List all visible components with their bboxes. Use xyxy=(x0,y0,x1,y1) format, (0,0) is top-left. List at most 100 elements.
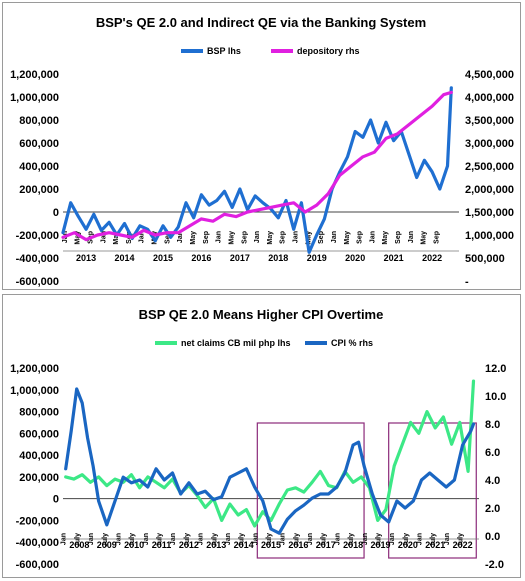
left-axis-tick: 0 xyxy=(53,207,59,219)
month-tick-label: July xyxy=(375,533,382,547)
right-axis-tick: 3,500,000 xyxy=(465,115,514,127)
left-axis-tick: 1,200,000 xyxy=(10,69,59,81)
month-tick-label: May xyxy=(190,231,197,245)
right-axis-tick: - xyxy=(465,276,469,288)
right-axis-tick: 4,500,000 xyxy=(465,69,514,81)
month-tick-label: Jan xyxy=(408,231,415,243)
left-axis-tick: 1,200,000 xyxy=(10,363,59,375)
year-tick-label: 2009 xyxy=(97,540,117,550)
year-tick-label: 2020 xyxy=(398,540,418,550)
left-axis-tick: 200,000 xyxy=(19,184,59,196)
year-tick-label: 2015 xyxy=(153,253,173,263)
year-tick-label: 2019 xyxy=(307,253,327,263)
month-tick-label: Jan xyxy=(254,231,261,243)
left-axis-tick: 400,000 xyxy=(19,450,59,462)
year-tick-label: 2019 xyxy=(370,540,390,550)
series-line-2 xyxy=(61,90,453,242)
right-axis-tick: 2,000,000 xyxy=(465,184,514,196)
month-tick-label: Sep xyxy=(280,231,287,244)
chart-panel-bottom: BSP QE 2.0 Means Higher CPI Overtime 1,20… xyxy=(2,294,521,578)
right-axis-tick: 12.0 xyxy=(485,363,506,375)
year-tick-label: 2016 xyxy=(288,540,308,550)
month-tick-label: Sep xyxy=(164,231,171,244)
series-line-1 xyxy=(64,379,476,528)
chart-title: BSP's QE 2.0 and Indirect QE via the Ban… xyxy=(96,15,426,30)
right-axis-tick: 1,000,000 xyxy=(465,230,514,242)
month-tick-label: July xyxy=(321,533,328,547)
month-tick-label: May xyxy=(305,231,312,245)
month-tick-label: May xyxy=(382,231,389,245)
left-axis-tick: 800,000 xyxy=(19,115,59,127)
left-axis-tick: 0 xyxy=(53,494,59,506)
month-tick-label: July xyxy=(184,533,191,547)
legend-label: depository rhs xyxy=(297,46,360,56)
month-tick-label: July xyxy=(403,533,410,547)
right-axis-tick: 3,000,000 xyxy=(465,138,514,150)
left-axis-tick: -400,000 xyxy=(16,537,59,549)
right-axis-tick: 10.0 xyxy=(485,391,506,403)
month-tick-label: July xyxy=(157,533,164,547)
month-tick-label: July xyxy=(293,533,300,547)
month-tick-label: Sep xyxy=(433,231,440,244)
month-tick-label: July xyxy=(348,533,355,547)
left-axis-tick: 600,000 xyxy=(19,428,59,440)
year-tick-label: 2012 xyxy=(179,540,199,550)
month-tick-label: Sep xyxy=(357,231,364,244)
left-axis-tick: 1,000,000 xyxy=(10,92,59,104)
right-axis-tick: 500,000 xyxy=(465,253,505,265)
month-tick-label: Jan xyxy=(369,231,376,243)
year-tick-label: 2017 xyxy=(316,540,336,550)
legend-label: CPI % rhs xyxy=(331,338,373,348)
chart-panel-top: BSP's QE 2.0 and Indirect QE via the Ban… xyxy=(2,2,521,290)
left-axis-tick: 1,000,000 xyxy=(10,385,59,397)
year-tick-label: 2017 xyxy=(230,253,250,263)
month-tick-label: May xyxy=(421,231,428,245)
right-axis-tick: 1,500,000 xyxy=(465,207,514,219)
month-tick-label: Jan xyxy=(177,231,184,243)
right-axis-tick: 4,000,000 xyxy=(465,92,514,104)
month-tick-label: July xyxy=(102,533,109,547)
month-tick-label: July xyxy=(458,533,465,547)
month-tick-label: Sep xyxy=(241,231,248,244)
right-axis-tick: 8.0 xyxy=(485,419,500,431)
month-tick-label: Jan xyxy=(331,231,338,243)
legend-label: BSP lhs xyxy=(207,46,241,56)
right-axis-tick: 2,500,000 xyxy=(465,161,514,173)
year-tick-label: 2021 xyxy=(425,540,445,550)
left-axis-tick: 800,000 xyxy=(19,407,59,419)
year-tick-label: 2022 xyxy=(453,540,473,550)
year-tick-label: 2020 xyxy=(345,253,365,263)
year-tick-label: 2013 xyxy=(76,253,96,263)
month-tick-label: July xyxy=(266,533,273,547)
right-axis-tick: -2.0 xyxy=(485,559,504,571)
month-tick-label: July xyxy=(74,533,81,547)
left-axis-tick: 400,000 xyxy=(19,161,59,173)
right-axis-tick: 2.0 xyxy=(485,503,500,515)
series-line-2 xyxy=(64,387,476,535)
month-tick-label: May xyxy=(113,231,120,245)
left-axis-tick: -400,000 xyxy=(16,253,59,265)
month-tick-label: July xyxy=(211,533,218,547)
year-tick-label: 2010 xyxy=(124,540,144,550)
series-line-1 xyxy=(61,86,453,254)
left-axis-tick: -600,000 xyxy=(16,559,59,571)
right-axis-tick: 6.0 xyxy=(485,447,500,459)
month-tick-label: Jan xyxy=(293,231,300,243)
qe-chart: BSP's QE 2.0 and Indirect QE via the Ban… xyxy=(10,15,514,288)
month-tick-label: July xyxy=(129,533,136,547)
month-tick-label: May xyxy=(75,231,82,245)
year-tick-label: 2021 xyxy=(384,253,404,263)
left-axis-tick: -600,000 xyxy=(16,276,59,288)
right-axis-tick: 4.0 xyxy=(485,475,500,487)
month-tick-label: Sep xyxy=(318,231,325,244)
month-tick-label: July xyxy=(239,533,246,547)
year-tick-label: 2008 xyxy=(69,540,89,550)
year-tick-label: 2011 xyxy=(152,540,172,550)
year-tick-label: 2014 xyxy=(114,253,134,263)
month-tick-label: May xyxy=(267,231,274,245)
month-tick-label: Sep xyxy=(395,231,402,244)
left-axis-tick: 200,000 xyxy=(19,472,59,484)
cpi-chart: BSP QE 2.0 Means Higher CPI Overtime 1,20… xyxy=(10,307,506,571)
right-axis-tick: 0.0 xyxy=(485,531,500,543)
year-tick-label: 2016 xyxy=(191,253,211,263)
